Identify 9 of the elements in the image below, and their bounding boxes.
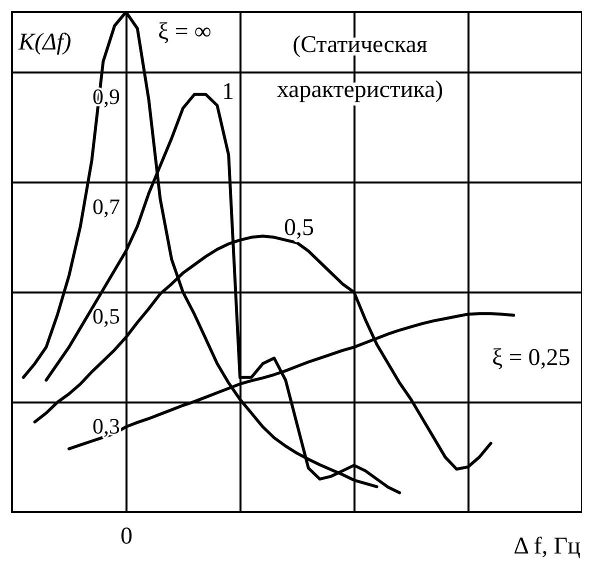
series-label: 0,5 [284, 215, 314, 241]
series-label: ξ = 0,25 [492, 345, 570, 371]
series-label: 1 [222, 79, 234, 105]
series-label: ξ = ∞ [158, 19, 212, 45]
y-axis-title: K(Δf) [18, 30, 72, 56]
y-tick-label: 0,5 [92, 304, 120, 329]
y-tick-label: 0,7 [92, 194, 120, 219]
x-axis-title: Δ f, Гц [514, 534, 581, 560]
x-tick-label: 0 [120, 524, 132, 550]
